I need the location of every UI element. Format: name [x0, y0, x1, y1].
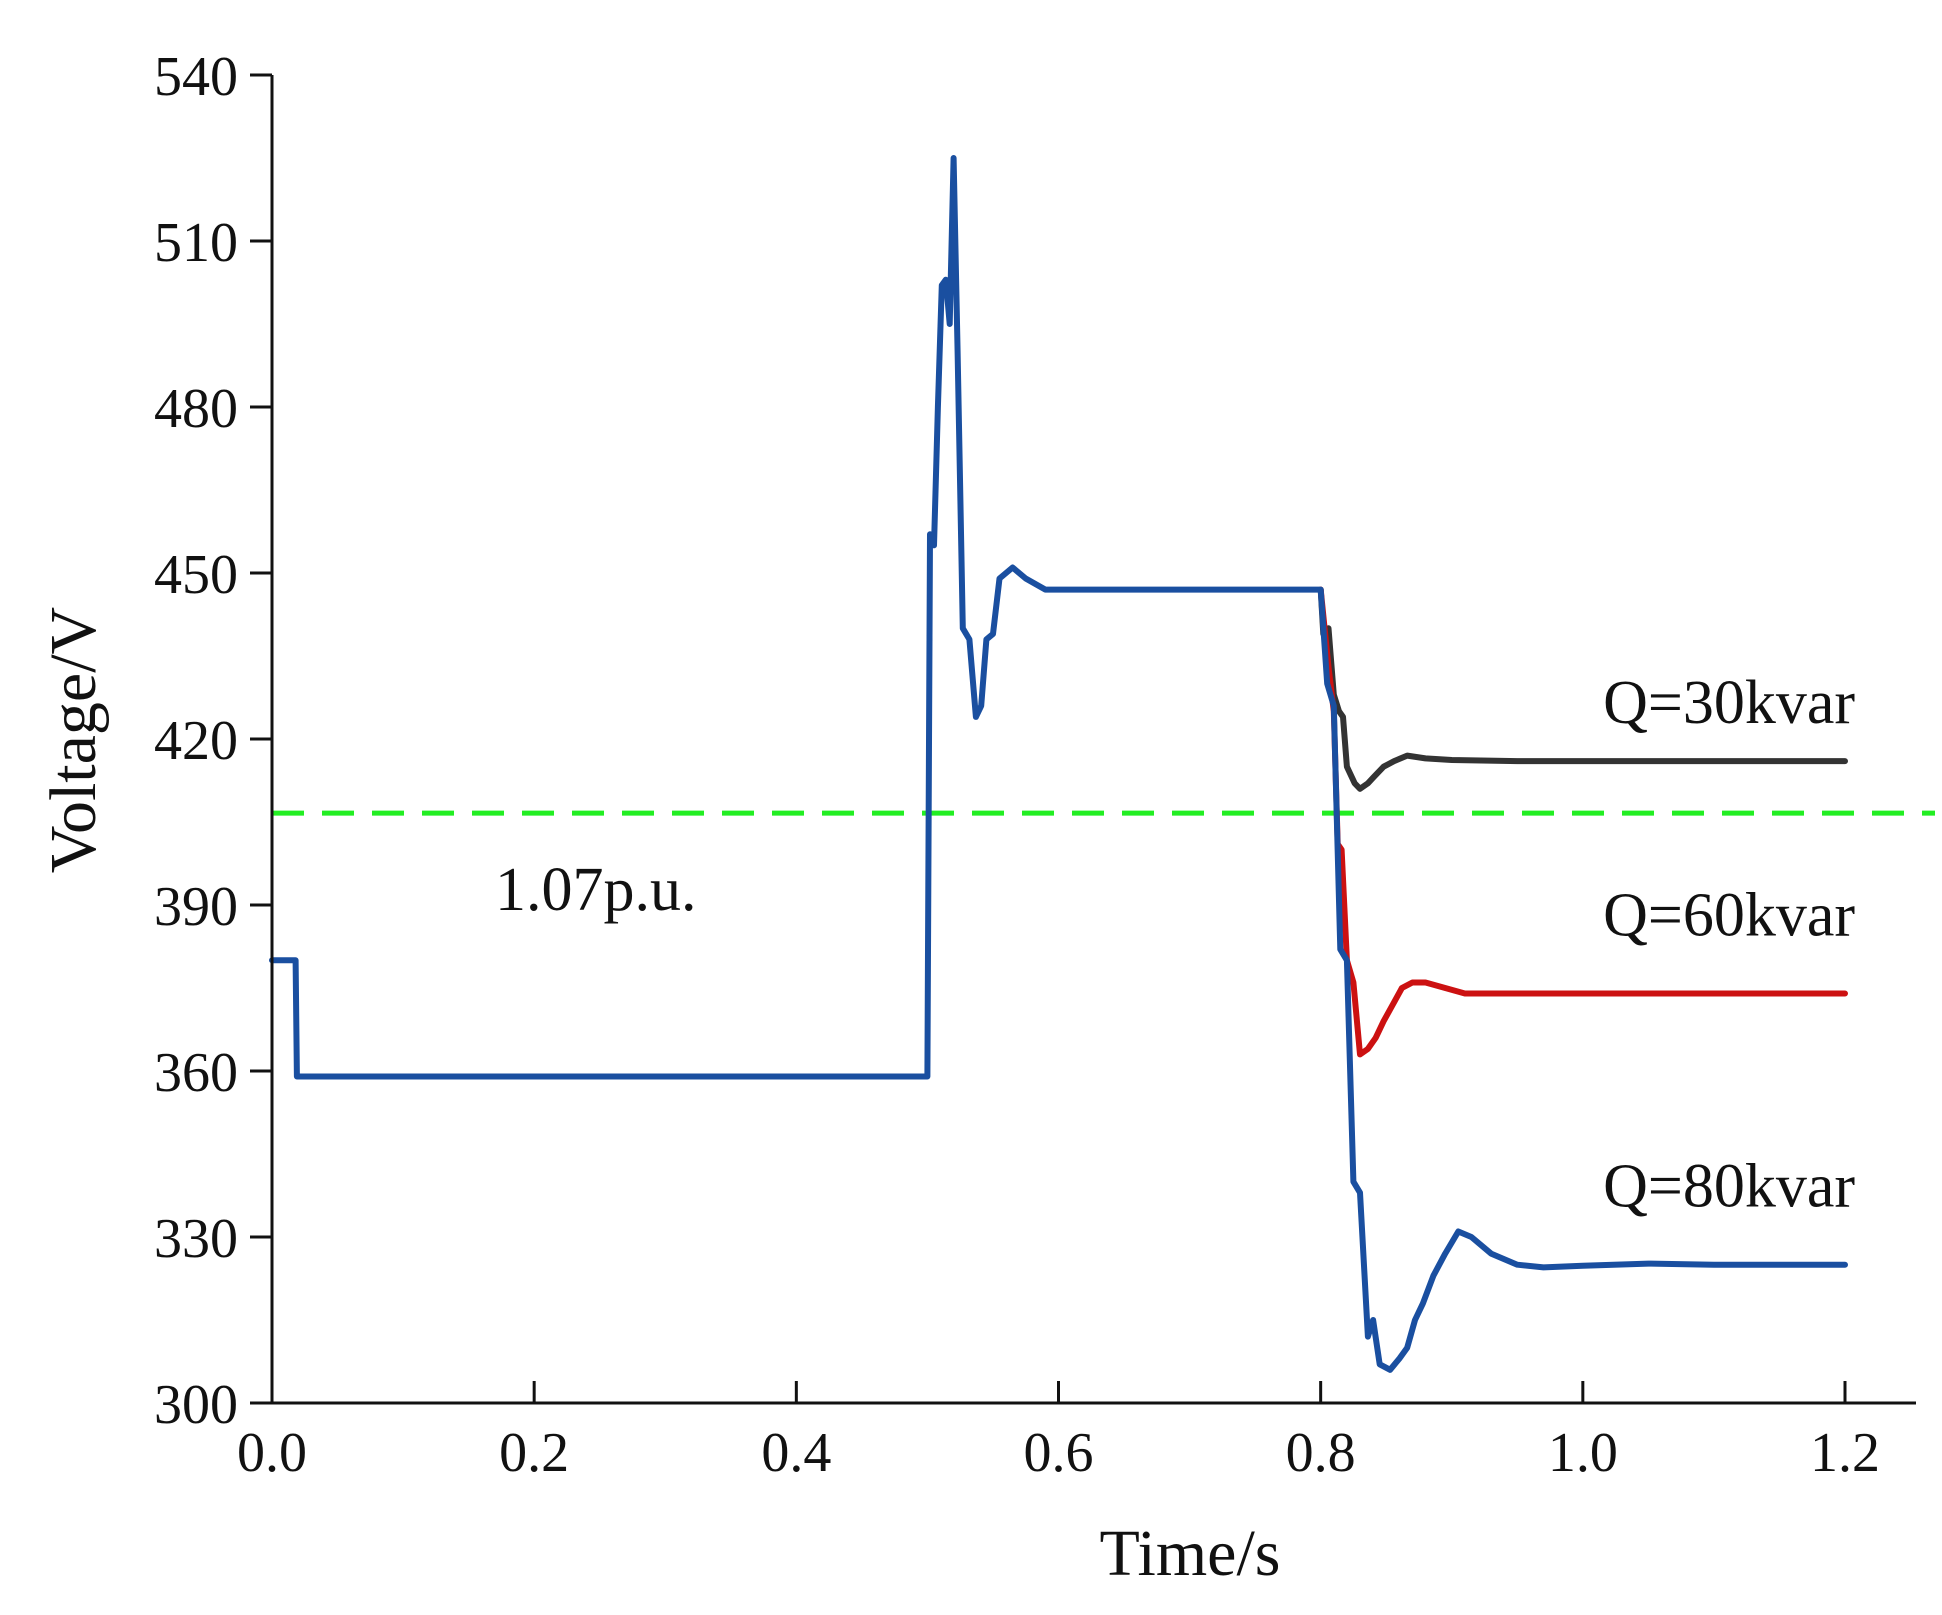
x-axis-title: Time/s	[1100, 1517, 1281, 1590]
labels: Time/s Voltage/V 1.07p.u.	[37, 607, 1280, 1590]
x-tick-label: 0.8	[1286, 1422, 1356, 1484]
series-annotations: Q=30kvar Q=60kvar Q=80kvar	[1603, 669, 1855, 1221]
x-tick-label: 1.0	[1548, 1422, 1618, 1484]
y-tick-label: 300	[154, 1374, 238, 1436]
x-tick-label: 1.2	[1810, 1422, 1880, 1484]
series-annotation: Q=80kvar	[1603, 1153, 1855, 1221]
y-tick-label: 540	[154, 46, 238, 108]
series-line-2	[1317, 586, 1848, 1058]
x-ticks: 0.0 0.2 0.4 0.6 0.8 1.0 1.2	[237, 1381, 1880, 1484]
y-tick-label: 360	[154, 1042, 238, 1104]
x-tick-label: 0.0	[237, 1422, 307, 1484]
y-ticks: 300 330 360 390 420 450 480 510 540	[154, 46, 272, 1436]
series-line-3	[269, 155, 1848, 1373]
y-tick-label: 390	[154, 876, 238, 938]
reference-line-label: 1.07p.u.	[495, 856, 697, 924]
y-tick-label: 420	[154, 710, 238, 772]
y-tick-label: 480	[154, 378, 238, 440]
series-annotation: Q=60kvar	[1603, 882, 1855, 950]
y-tick-label: 450	[154, 544, 238, 606]
x-tick-label: 0.2	[499, 1422, 569, 1484]
y-axis-title: Voltage/V	[37, 607, 110, 873]
series-layer	[269, 155, 1848, 1373]
x-tick-label: 0.4	[761, 1422, 831, 1484]
x-tick-label: 0.6	[1024, 1422, 1094, 1484]
series-annotation: Q=30kvar	[1603, 669, 1855, 737]
y-tick-label: 510	[154, 212, 238, 274]
y-tick-label: 330	[154, 1208, 238, 1270]
